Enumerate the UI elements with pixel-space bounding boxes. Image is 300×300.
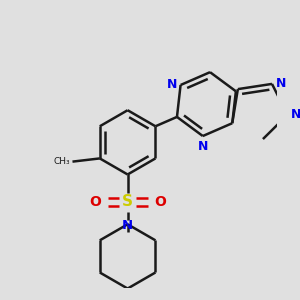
Text: N: N	[276, 77, 286, 90]
Text: O: O	[154, 195, 166, 209]
Text: N: N	[198, 140, 208, 153]
Text: CH₃: CH₃	[54, 157, 70, 166]
Text: N: N	[122, 219, 133, 232]
Text: O: O	[90, 195, 101, 209]
Text: N: N	[291, 108, 300, 121]
Text: N: N	[167, 79, 177, 92]
Text: S: S	[122, 194, 133, 209]
